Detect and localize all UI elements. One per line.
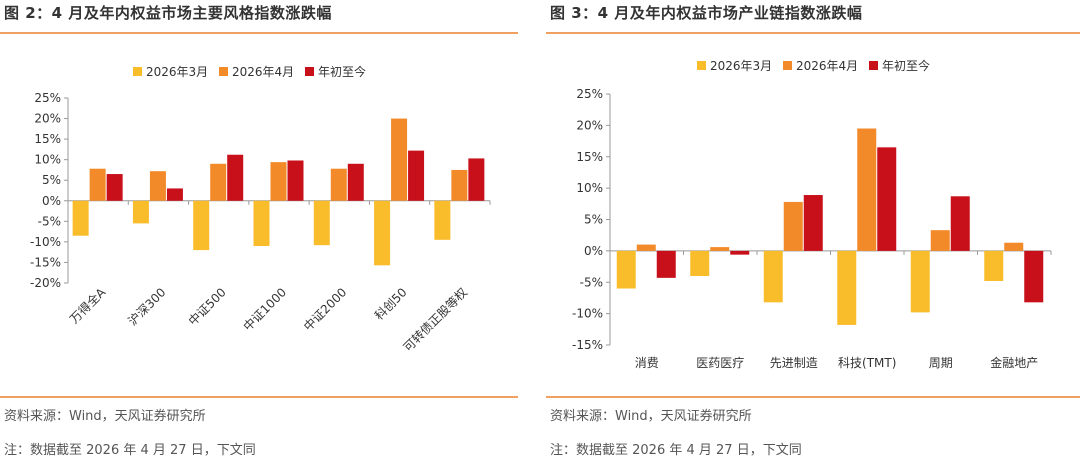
legend-label: 2026年4月 <box>796 59 858 73</box>
y-tick-label: 5% <box>42 173 61 187</box>
y-tick-label: 20% <box>34 112 61 126</box>
y-tick-label: -5% <box>580 275 603 289</box>
bar <box>72 200 89 236</box>
y-tick-label: -5% <box>38 214 61 228</box>
y-tick-label: 25% <box>34 91 61 105</box>
y-tick-label: -15% <box>572 338 603 352</box>
bar <box>877 147 897 251</box>
bar <box>408 150 425 201</box>
bar <box>132 200 149 224</box>
bar <box>857 128 877 251</box>
bar <box>616 250 636 289</box>
bar <box>106 174 123 201</box>
bar <box>730 250 750 255</box>
bar <box>1004 242 1024 251</box>
y-tick-label: -10% <box>30 235 61 249</box>
x-tick-label: 科技(TMT) <box>838 356 896 370</box>
footer-divider <box>546 396 1080 398</box>
bar <box>803 195 823 251</box>
bar <box>313 200 330 246</box>
x-tick-label: 消费 <box>635 356 659 370</box>
legend-swatch <box>133 67 142 76</box>
legend-swatch <box>305 67 314 76</box>
bar <box>193 200 210 251</box>
bar <box>910 250 930 313</box>
y-tick-label: 5% <box>584 213 603 227</box>
date-note: 注：数据截至 2026 年 4 月 27 日，下文同 <box>550 443 802 458</box>
x-tick-label: 医药医疗 <box>696 356 744 370</box>
x-tick-label: 金融地产 <box>990 355 1038 370</box>
bar <box>253 200 270 246</box>
bar <box>837 250 857 325</box>
chart-title: 图 3：4 月及年内权益市场产业链指数涨跌幅 <box>550 4 863 22</box>
title-divider <box>546 32 1080 34</box>
legend-label: 2026年3月 <box>146 65 208 79</box>
bar <box>451 169 468 201</box>
bar <box>374 200 391 266</box>
legend-swatch <box>697 61 706 70</box>
bar <box>656 250 676 278</box>
footer-divider <box>0 396 518 398</box>
x-tick-label: 万得全A <box>66 284 108 326</box>
legend-swatch <box>219 67 228 76</box>
y-tick-label: 10% <box>34 153 61 167</box>
bar <box>636 244 656 251</box>
y-tick-label: -10% <box>572 307 603 321</box>
bar <box>468 158 485 201</box>
source-note: 资料来源：Wind，天风证券研究所 <box>550 409 752 424</box>
y-tick-label: 0% <box>42 194 61 208</box>
y-tick-label: 10% <box>576 181 603 195</box>
y-tick-label: 15% <box>34 132 61 146</box>
legend-label: 2026年3月 <box>710 59 772 73</box>
bar <box>287 160 304 201</box>
x-tick-label: 先进制造 <box>770 356 818 370</box>
bar <box>763 250 783 303</box>
legend-label: 年初至今 <box>318 64 366 79</box>
x-tick-label: 中证500 <box>185 285 229 329</box>
y-tick-label: 0% <box>584 244 603 258</box>
y-tick-label: -15% <box>30 255 61 269</box>
panel-industry-chain-index: 图 3：4 月及年内权益市场产业链指数涨跌幅 2026年3月 2026年4月 年初至… <box>546 0 1080 465</box>
x-tick-label: 科创50 <box>372 285 410 323</box>
bar <box>1024 250 1044 303</box>
x-tick-label: 中证2000 <box>300 285 349 334</box>
x-tick-label: 沪深300 <box>125 285 168 328</box>
style-index-bar-chart: 2026年3月 2026年4月 年初至今 25% 20% 15% 10% 5% 0% -5% -10… <box>30 64 491 355</box>
bar <box>330 168 347 201</box>
bar <box>710 247 730 251</box>
source-note: 资料来源：Wind，天风证券研究所 <box>4 409 206 424</box>
title-divider <box>0 32 518 34</box>
x-tick-label: 可转债正股等权 <box>400 285 470 355</box>
bar <box>347 163 364 201</box>
bar <box>210 163 227 201</box>
legend-swatch <box>869 61 878 70</box>
bar <box>89 168 106 201</box>
date-note: 注：数据截至 2026 年 4 月 27 日，下文同 <box>4 443 256 458</box>
bar <box>984 250 1004 281</box>
bar <box>227 154 244 201</box>
bar <box>950 196 970 251</box>
legend-label: 2026年4月 <box>232 65 294 79</box>
bar <box>166 188 183 201</box>
x-tick-label: 中证1000 <box>240 285 289 334</box>
legend-swatch <box>783 61 792 70</box>
bar <box>690 250 710 276</box>
legend-label: 年初至今 <box>882 58 930 73</box>
bar <box>930 230 950 251</box>
y-tick-label: -20% <box>30 276 61 290</box>
y-tick-label: 20% <box>576 118 603 132</box>
bar <box>783 201 803 251</box>
panel-style-index: 图 2：4 月及年内权益市场主要风格指数涨跌幅 2026年3月 2026年4月 年初… <box>0 0 518 465</box>
chart-legend: 2026年3月 2026年4月 年初至今 <box>133 64 366 79</box>
chart-legend: 2026年3月 2026年4月 年初至今 <box>697 58 930 73</box>
y-tick-label: 15% <box>576 150 603 164</box>
bar <box>149 171 166 201</box>
chart-title: 图 2：4 月及年内权益市场主要风格指数涨跌幅 <box>4 4 332 22</box>
x-tick-label: 周期 <box>929 356 953 370</box>
y-tick-label: 25% <box>576 87 603 101</box>
bar <box>270 162 287 201</box>
bar <box>391 118 408 201</box>
bar <box>434 200 451 240</box>
industry-chain-bar-chart: 2026年3月 2026年4月 年初至今 25% 20% 15% 10% 5% 0% -5% -10… <box>572 58 1052 370</box>
